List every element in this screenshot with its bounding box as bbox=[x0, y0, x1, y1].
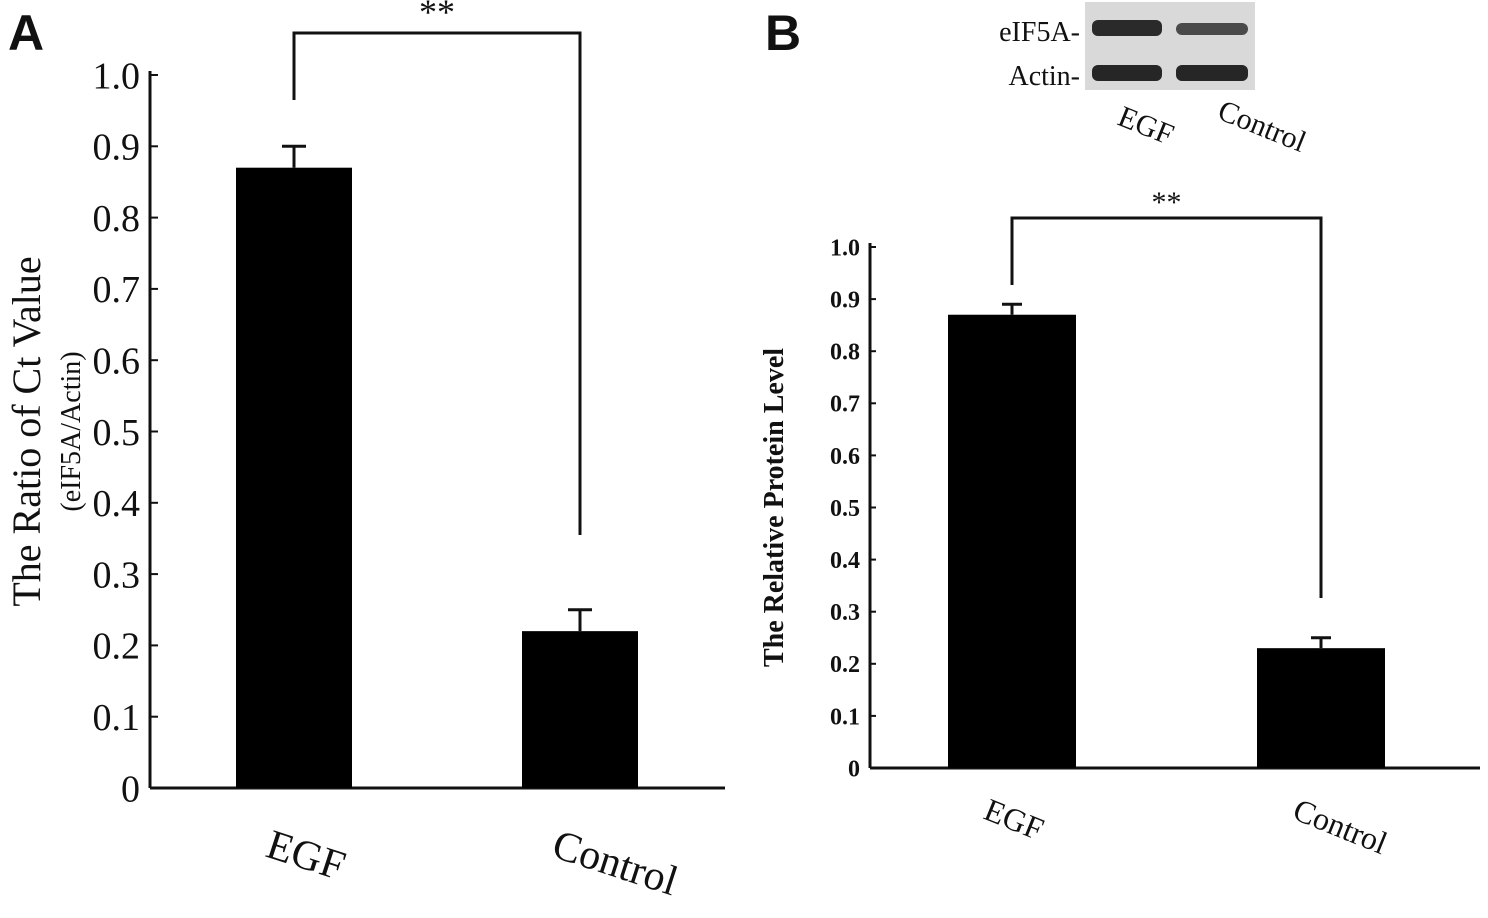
chart-b-y-tick-label: 0.1 bbox=[830, 704, 860, 730]
blot-lane-label-egf: EGF bbox=[1113, 100, 1178, 152]
chart-b-y-tick-label: 0 bbox=[848, 756, 860, 782]
chart-b-y-tick-label: 0.2 bbox=[830, 652, 860, 678]
blot-row-label-eif5a: eIF5A- bbox=[999, 17, 1080, 48]
panel-a-letter: A bbox=[8, 5, 44, 61]
chart-b-y-tick-label: 0.4 bbox=[830, 548, 860, 574]
chart-a-significance-marker: ** bbox=[419, 0, 455, 32]
chart-a-category-label: Control bbox=[547, 822, 683, 905]
blot-row-label-actin: Actin- bbox=[1008, 61, 1080, 92]
chart-b-significance-bracket bbox=[1010, 216, 1323, 598]
chart-a-y-tick-label: 0.3 bbox=[93, 554, 141, 596]
chart-a-y-tick-label: 0.8 bbox=[93, 198, 141, 240]
chart-b-y-tick-label: 0.6 bbox=[830, 444, 860, 470]
chart-panel-a: 0 0.1 0.2 0.3 0.4 0.5 0.6 0.7 0.8 0.9 1.0 The Ratio… bbox=[4, 0, 725, 905]
chart-a-y-tick-label: 0.4 bbox=[93, 483, 141, 525]
chart-a-bar-control bbox=[522, 631, 638, 788]
chart-a-y-tick-label: 0.9 bbox=[93, 127, 141, 169]
chart-panel-b: 0 0.1 0.2 0.3 0.4 0.5 0.6 0.7 0.8 0.9 1.0 The Relat… bbox=[759, 186, 1480, 861]
chart-b-y-tick-label: 0.3 bbox=[830, 600, 860, 626]
chart-b-significance-marker: ** bbox=[1152, 186, 1182, 219]
chart-a-y-tick-label: 0.1 bbox=[93, 697, 141, 739]
chart-a-y-tick-label: 0.5 bbox=[93, 412, 141, 454]
blot-band-actin-egf bbox=[1092, 65, 1162, 81]
chart-b-y-tick-label: 0.8 bbox=[830, 340, 860, 366]
chart-a-bar-egf bbox=[236, 167, 352, 788]
chart-a-y-tick-label: 1.0 bbox=[93, 55, 141, 97]
blot-band-eif5a-egf bbox=[1092, 20, 1162, 36]
blot-lane-label-control: Control bbox=[1213, 94, 1310, 159]
blot-band-actin-control bbox=[1176, 65, 1248, 81]
chart-a-category-label: EGF bbox=[261, 822, 351, 890]
chart-b-bar-egf bbox=[948, 314, 1076, 768]
chart-a-y-tick-label: 0 bbox=[121, 768, 140, 810]
chart-a-significance-bracket bbox=[292, 31, 582, 535]
western-blot: eIF5A- Actin- EGF Control bbox=[999, 2, 1311, 159]
chart-b-category-label: Control bbox=[1288, 791, 1392, 861]
panel-b-letter: B bbox=[765, 5, 801, 61]
chart-b-y-tick-label: 1.0 bbox=[830, 235, 860, 261]
chart-b-y-axis-label: The Relative Protein Level bbox=[759, 348, 790, 667]
chart-a-y-tick-label: 0.7 bbox=[93, 269, 141, 311]
chart-b-category-label: EGF bbox=[979, 791, 1049, 847]
chart-b-bar-control bbox=[1257, 648, 1385, 768]
chart-b-y-tick-label: 0.5 bbox=[830, 496, 860, 522]
chart-a-y-axis-sublabel: (eIF5A/Actin) bbox=[56, 351, 87, 511]
chart-b-y-tick-label: 0.7 bbox=[830, 392, 860, 418]
chart-a-y-tick-label: 0.6 bbox=[93, 341, 141, 383]
blot-band-eif5a-control bbox=[1176, 23, 1248, 35]
chart-a-y-axis-label: The Ratio of Ct Value bbox=[4, 256, 49, 606]
chart-a-y-tick-label: 0.2 bbox=[93, 626, 141, 668]
chart-b-y-tick-label: 0.9 bbox=[830, 288, 860, 314]
